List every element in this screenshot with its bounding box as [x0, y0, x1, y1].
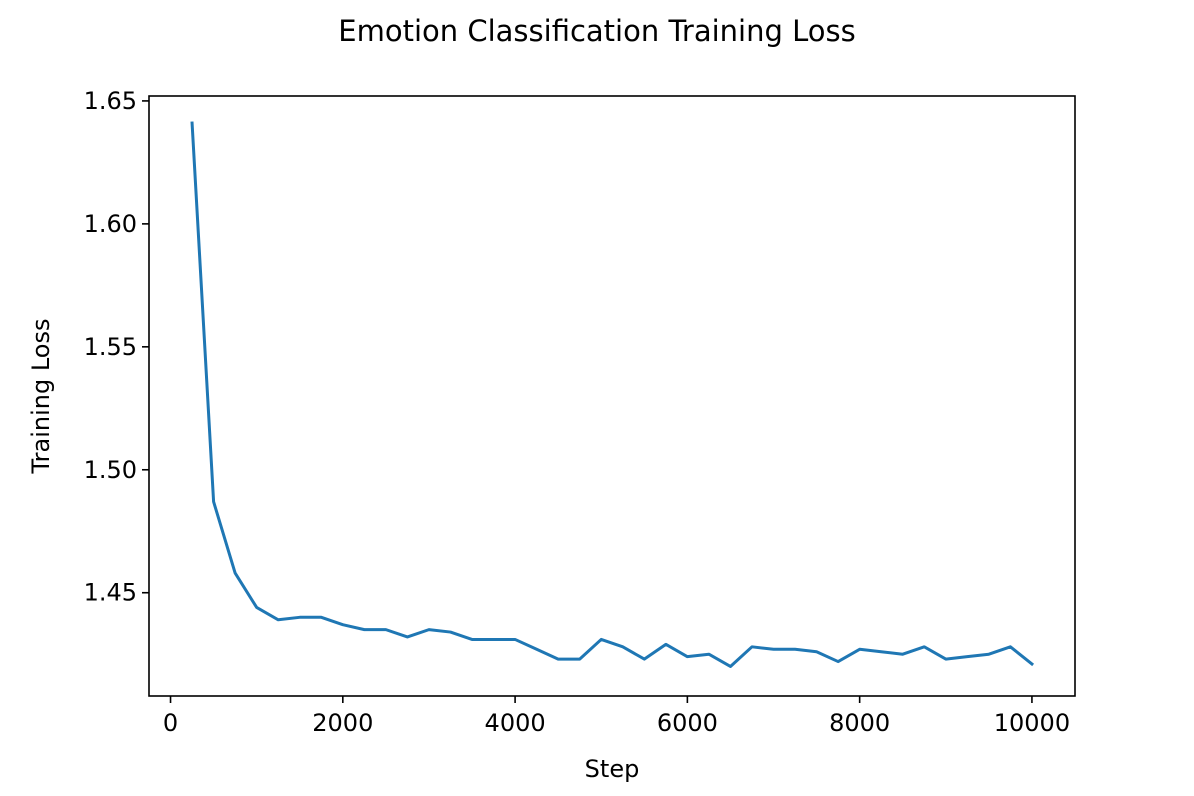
y-tick-label: 1.45 [84, 579, 137, 607]
chart-title: Emotion Classification Training Loss [338, 14, 855, 48]
x-tick-label: 0 [163, 709, 178, 737]
axes-frame [148, 95, 1076, 697]
y-tick-label: 1.55 [84, 333, 137, 361]
x-tick-label: 8000 [829, 709, 890, 737]
y-tick-label: 1.50 [84, 456, 137, 484]
x-tick-label: 2000 [312, 709, 373, 737]
y-axis: 1.45 1.50 1.55 1.60 1.65 [84, 87, 149, 607]
series-line-training-loss [190, 121, 1035, 668]
plot-background [149, 96, 1075, 696]
x-axis: 0 2000 4000 6000 8000 10000 [163, 696, 1070, 737]
y-tick-label: 1.65 [84, 87, 137, 115]
plot-area [148, 95, 1076, 697]
x-axis-label: Step [585, 755, 640, 783]
y-axis-label: Training Loss [27, 319, 55, 475]
x-tick-label: 4000 [485, 709, 546, 737]
x-tick-label: 6000 [657, 709, 718, 737]
x-tick-label: 10000 [994, 709, 1070, 737]
y-tick-label: 1.60 [84, 210, 137, 238]
